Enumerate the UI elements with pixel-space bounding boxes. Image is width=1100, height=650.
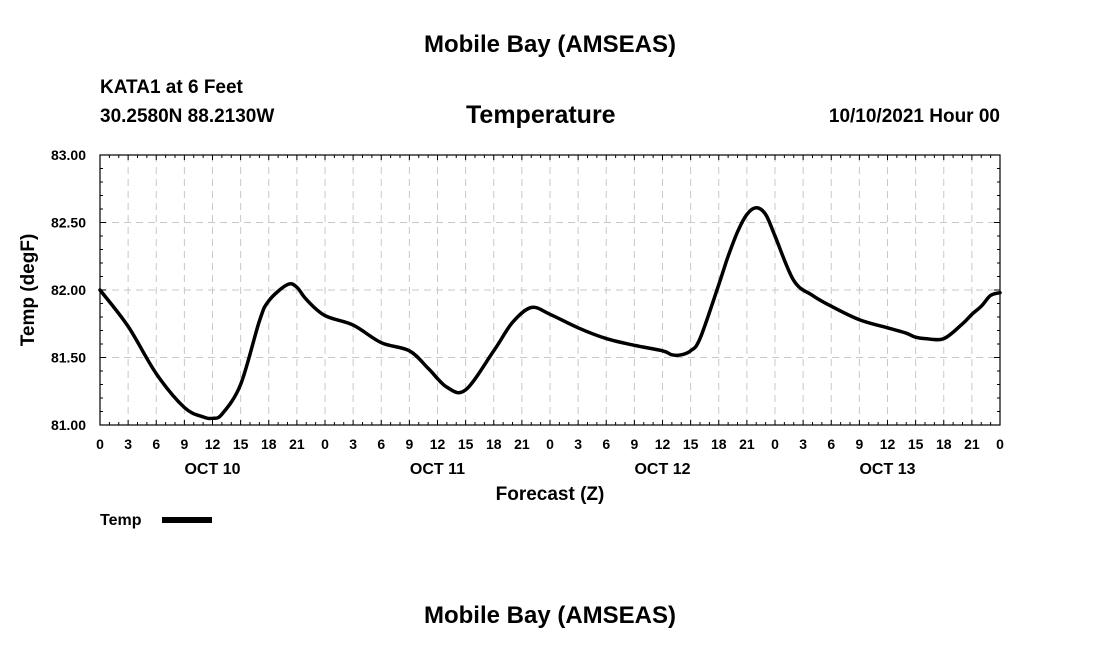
axis-ticks [99, 154, 1001, 426]
x-axis-tick-labels: 0 3 6 9 12 15 18 21 0 3 6 9 12 15 18 21 0 3 6 9 12 15 18 21 0 3 6 9… [96, 436, 1004, 452]
x-tick-label: 21 [289, 436, 305, 452]
y-tick-label: 81.00 [51, 417, 86, 433]
x-tick-label: 21 [964, 436, 980, 452]
y-tick-label: 82.50 [51, 215, 86, 231]
x-tick-label: 15 [458, 436, 474, 452]
x-tick-label: 3 [349, 436, 357, 452]
variable-title: Temperature [466, 101, 616, 129]
day-label: OCT 11 [410, 461, 465, 478]
x-tick-label: 6 [377, 436, 385, 452]
x-tick-label: 18 [486, 436, 502, 452]
x-tick-label: 9 [630, 436, 638, 452]
day-labels: OCT 10 OCT 11 OCT 12 OCT 13 [184, 461, 915, 478]
x-tick-label: 6 [152, 436, 160, 452]
x-tick-label: 12 [205, 436, 221, 452]
x-tick-label: 12 [880, 436, 896, 452]
x-tick-label: 12 [655, 436, 671, 452]
forecast-run-time: 10/10/2021 Hour 00 [828, 106, 1000, 127]
x-tick-label: 21 [514, 436, 530, 452]
y-axis-title: Temp (degF) [18, 234, 39, 347]
x-tick-label: 15 [233, 436, 249, 452]
y-tick-label: 83.00 [51, 147, 86, 163]
y-axis-tick-labels: 81.00 81.50 82.00 82.50 83.00 [51, 147, 86, 433]
x-tick-label: 12 [430, 436, 446, 452]
x-tick-label: 9 [180, 436, 188, 452]
x-tick-label: 15 [683, 436, 699, 452]
legend-label: Temp [100, 512, 142, 529]
x-tick-label: 0 [96, 436, 104, 452]
x-tick-label: 0 [546, 436, 554, 452]
x-tick-label: 3 [799, 436, 807, 452]
x-tick-label: 21 [739, 436, 755, 452]
x-tick-label: 3 [574, 436, 582, 452]
temp-series-line [98, 205, 1002, 421]
day-label: OCT 10 [184, 461, 240, 478]
x-tick-label: 15 [908, 436, 924, 452]
x-tick-label: 6 [602, 436, 610, 452]
station-coordinates: 30.2580N 88.2130W [100, 106, 275, 127]
x-tick-label: 0 [321, 436, 329, 452]
x-tick-label: 3 [124, 436, 132, 452]
page-title: Mobile Bay (AMSEAS) [423, 31, 677, 58]
x-tick-label: 0 [996, 436, 1004, 452]
y-tick-label: 81.50 [51, 350, 86, 366]
x-tick-label: 18 [711, 436, 727, 452]
day-label: OCT 12 [634, 461, 690, 478]
y-tick-label: 82.00 [51, 282, 86, 298]
x-tick-label: 9 [405, 436, 413, 452]
footer-title: Mobile Bay (AMSEAS) [423, 602, 677, 629]
grid-lines [100, 155, 1000, 425]
day-label: OCT 13 [859, 461, 915, 478]
x-tick-label: 18 [936, 436, 952, 452]
x-tick-label: 18 [261, 436, 277, 452]
station-label: KATA1 at 6 Feet [100, 77, 243, 98]
x-tick-label: 9 [855, 436, 863, 452]
x-tick-label: 6 [827, 436, 835, 452]
x-tick-label: 0 [771, 436, 779, 452]
x-axis-title: Forecast (Z) [496, 484, 605, 505]
